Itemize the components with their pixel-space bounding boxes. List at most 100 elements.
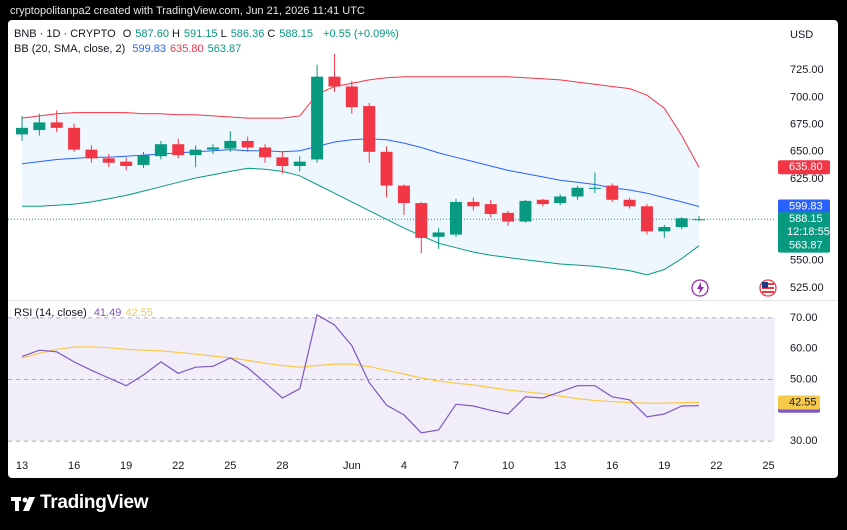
candle-body (397, 185, 410, 204)
rsi-badge (778, 395, 820, 410)
y-tick-label: 725.00 (790, 64, 824, 76)
candle-body (502, 212, 515, 222)
ohlc-key: C (267, 28, 276, 40)
bb-line (21, 138, 700, 207)
bb-badge (778, 238, 830, 253)
candle-body (519, 200, 532, 222)
candle-body (432, 232, 445, 237)
y-tick-label: 70.00 (790, 312, 818, 324)
candle-body (571, 187, 584, 197)
x-tick-label: 22 (710, 460, 722, 472)
x-tick-label: 10 (502, 460, 514, 472)
bb-line (22, 167, 700, 276)
chart-panel (8, 20, 838, 478)
x-tick-label: 13 (554, 460, 566, 472)
x-tick-label: 28 (276, 460, 288, 472)
candle-body (693, 219, 706, 221)
candle-body (33, 122, 46, 131)
y-tick-label: 525.00 (790, 282, 824, 294)
header: cryptopolitanpa2 created with TradingVie… (10, 5, 365, 17)
candle-body (137, 155, 150, 165)
ohlc-value: 591.15 (183, 28, 218, 40)
x-tick-label: 4 (401, 460, 407, 472)
y-tick-label: 550.00 (790, 255, 824, 267)
price-badge-label: 588.15 (789, 213, 823, 225)
y-tick-label: 50.00 (790, 373, 818, 385)
bb-badge (778, 199, 830, 214)
candle-body (623, 199, 636, 207)
candle-body (154, 144, 167, 157)
rsi-line (21, 313, 700, 434)
candle-body (50, 122, 63, 128)
rsi-value: 41.49 (93, 307, 122, 319)
change: +0.55 (+0.09%) (323, 28, 399, 40)
ohlc-value: 587.60 (135, 28, 169, 40)
bb-values: 599.83 635.80 563.87 (132, 43, 245, 55)
candle-body (606, 185, 619, 200)
bb-legend: BB (20, SMA, close, 2) 599.83 635.80 563.8… (14, 43, 249, 55)
candle-body (102, 158, 115, 163)
bb-value: 635.80 (169, 43, 204, 55)
bb-line (21, 76, 700, 168)
x-tick-label: 22 (172, 460, 184, 472)
candle-body (276, 157, 289, 166)
y-tick-label: 700.00 (790, 91, 824, 103)
bb-badge-label: 635.80 (789, 161, 823, 173)
candle-body (588, 187, 601, 189)
candle-body (554, 196, 567, 204)
candle-body (206, 147, 219, 150)
x-tick-label: Jun (343, 460, 361, 472)
currency-label: USD (790, 29, 813, 41)
candle-body (172, 144, 185, 156)
ohlc-key: O (122, 28, 132, 40)
candle-body (363, 106, 376, 152)
alert-icon[interactable] (691, 279, 709, 297)
candle-body (415, 203, 428, 238)
x-tick-label: 19 (658, 460, 670, 472)
brand-logo (11, 497, 35, 511)
candle-body (658, 227, 671, 232)
candle-body (120, 161, 133, 166)
candle-body (311, 76, 324, 160)
bb-badge-label: 599.83 (789, 200, 823, 212)
flag-icon[interactable] (759, 279, 777, 297)
axes: 525.00 550.00 625.00 650.00 675.00 700.00 725.… (16, 64, 830, 472)
bb-badge (778, 160, 830, 175)
candle-body (467, 201, 480, 207)
y-tick-label: 30.00 (790, 435, 818, 447)
ohlc-key: L (220, 28, 227, 40)
candle-body (293, 161, 306, 166)
x-tick-label: 13 (16, 460, 28, 472)
bb-fill (22, 76, 700, 275)
candle-body (328, 76, 341, 87)
rsi-title: RSI (14, close) (14, 307, 87, 319)
bb-value: 599.83 (132, 43, 166, 55)
candle-body (536, 199, 549, 205)
y-tick-label: 650.00 (790, 146, 824, 158)
ohlc-value: 588.15 (279, 28, 313, 40)
candle-body (675, 218, 688, 228)
candle-body (241, 140, 254, 148)
ohlc-value: 586.36 (230, 28, 265, 40)
x-tick-label: 19 (120, 460, 132, 472)
rsi-value: 42.55 (125, 307, 153, 319)
x-tick-label: 25 (224, 460, 236, 472)
candle-body (450, 201, 462, 235)
candle-body (189, 149, 202, 156)
rsi-legend: RSI (14, close) 41.49 42.55 (14, 307, 161, 319)
candle-body (16, 127, 28, 135)
x-tick-label: 16 (606, 460, 618, 472)
x-tick-label: 25 (762, 460, 774, 472)
bb-title: BB (20, SMA, close, 2) (14, 43, 126, 55)
countdown-label: 12:18:55 (787, 226, 830, 238)
symbol: BNB · 1D · CRYPTO (14, 28, 116, 40)
candle-body (640, 206, 653, 232)
price-badge (778, 212, 830, 241)
x-tick-label: 16 (68, 460, 80, 472)
brand: TradingView (40, 492, 149, 513)
rsi-badge-label: 42.55 (789, 396, 817, 408)
candle-body (484, 204, 497, 214)
y-tick-label: 675.00 (790, 118, 824, 130)
